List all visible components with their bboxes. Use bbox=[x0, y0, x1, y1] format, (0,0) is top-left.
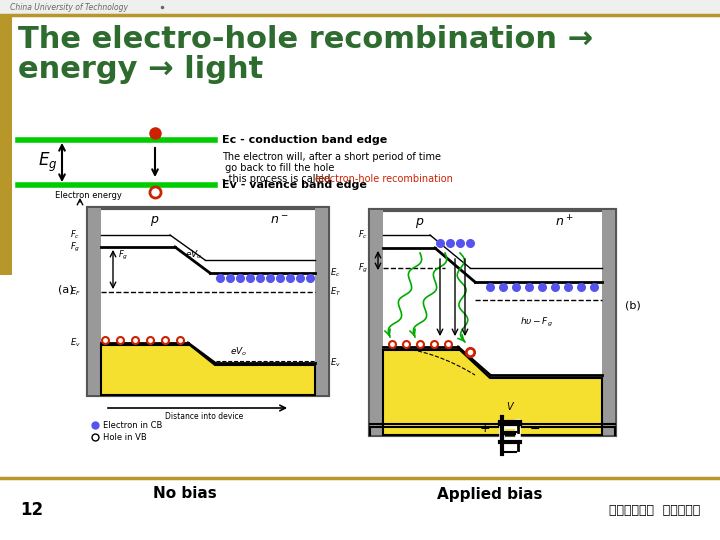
Bar bbox=[0, 15, 12, 275]
Text: $F_c$: $F_c$ bbox=[358, 229, 368, 241]
Text: (b): (b) bbox=[625, 300, 641, 310]
Text: The electro-hole recombination →: The electro-hole recombination → bbox=[18, 25, 593, 55]
Bar bbox=[88, 208, 101, 395]
Text: 12: 12 bbox=[20, 501, 43, 519]
Text: 中國科技大學  科技與生活: 中國科技大學 科技與生活 bbox=[608, 503, 700, 516]
Polygon shape bbox=[101, 345, 315, 395]
Text: $E_F$: $E_F$ bbox=[70, 286, 81, 298]
Text: $F_g$: $F_g$ bbox=[70, 240, 81, 254]
Text: −: − bbox=[530, 422, 540, 435]
Text: Applied bias: Applied bias bbox=[437, 487, 543, 502]
Text: $eV_o$: $eV_o$ bbox=[230, 346, 247, 358]
Text: Ev - valence band edge: Ev - valence band edge bbox=[222, 180, 367, 190]
Text: $F_g$: $F_g$ bbox=[358, 261, 369, 274]
Bar bbox=[88, 208, 328, 395]
Text: $F_g$: $F_g$ bbox=[118, 248, 128, 261]
Text: $h\upsilon - F_g$: $h\upsilon - F_g$ bbox=[520, 315, 553, 328]
Bar bbox=[315, 208, 328, 395]
Text: Electron in CB: Electron in CB bbox=[103, 421, 163, 429]
Text: +: + bbox=[480, 422, 490, 435]
Text: $E_g$: $E_g$ bbox=[38, 151, 58, 173]
Text: V: V bbox=[507, 402, 513, 412]
Polygon shape bbox=[383, 350, 602, 435]
Text: $E_v$: $E_v$ bbox=[70, 337, 81, 349]
Text: $n^+$: $n^+$ bbox=[555, 214, 574, 230]
Text: Ec - conduction band edge: Ec - conduction band edge bbox=[222, 135, 387, 145]
Text: China University of Technology: China University of Technology bbox=[10, 3, 128, 11]
Bar bbox=[370, 210, 383, 435]
Text: $n^-$: $n^-$ bbox=[270, 213, 289, 226]
Text: Electron energy: Electron energy bbox=[55, 191, 122, 200]
Text: $F_c$: $F_c$ bbox=[70, 229, 80, 241]
Text: electron-hole recombination: electron-hole recombination bbox=[315, 174, 453, 184]
Text: $eV_o$: $eV_o$ bbox=[185, 249, 202, 261]
Text: The electron will, after a short period of time: The electron will, after a short period … bbox=[222, 152, 441, 162]
Text: $E_v$: $E_v$ bbox=[330, 357, 341, 369]
Text: - this process is called: - this process is called bbox=[222, 174, 333, 184]
Text: (a): (a) bbox=[58, 285, 73, 295]
Text: Hole in VB: Hole in VB bbox=[103, 433, 147, 442]
Text: go back to fill the hole: go back to fill the hole bbox=[222, 163, 334, 173]
Text: No bias: No bias bbox=[153, 487, 217, 502]
Text: energy → light: energy → light bbox=[18, 56, 264, 84]
Bar bbox=[602, 210, 615, 435]
Text: p: p bbox=[150, 213, 158, 226]
Bar bbox=[0, 0, 720, 14]
Text: $E_c$: $E_c$ bbox=[330, 267, 341, 279]
Text: $E_T$: $E_T$ bbox=[330, 286, 341, 298]
Text: p: p bbox=[415, 215, 423, 228]
Bar bbox=[370, 210, 615, 435]
Text: Distance into device: Distance into device bbox=[165, 412, 243, 421]
